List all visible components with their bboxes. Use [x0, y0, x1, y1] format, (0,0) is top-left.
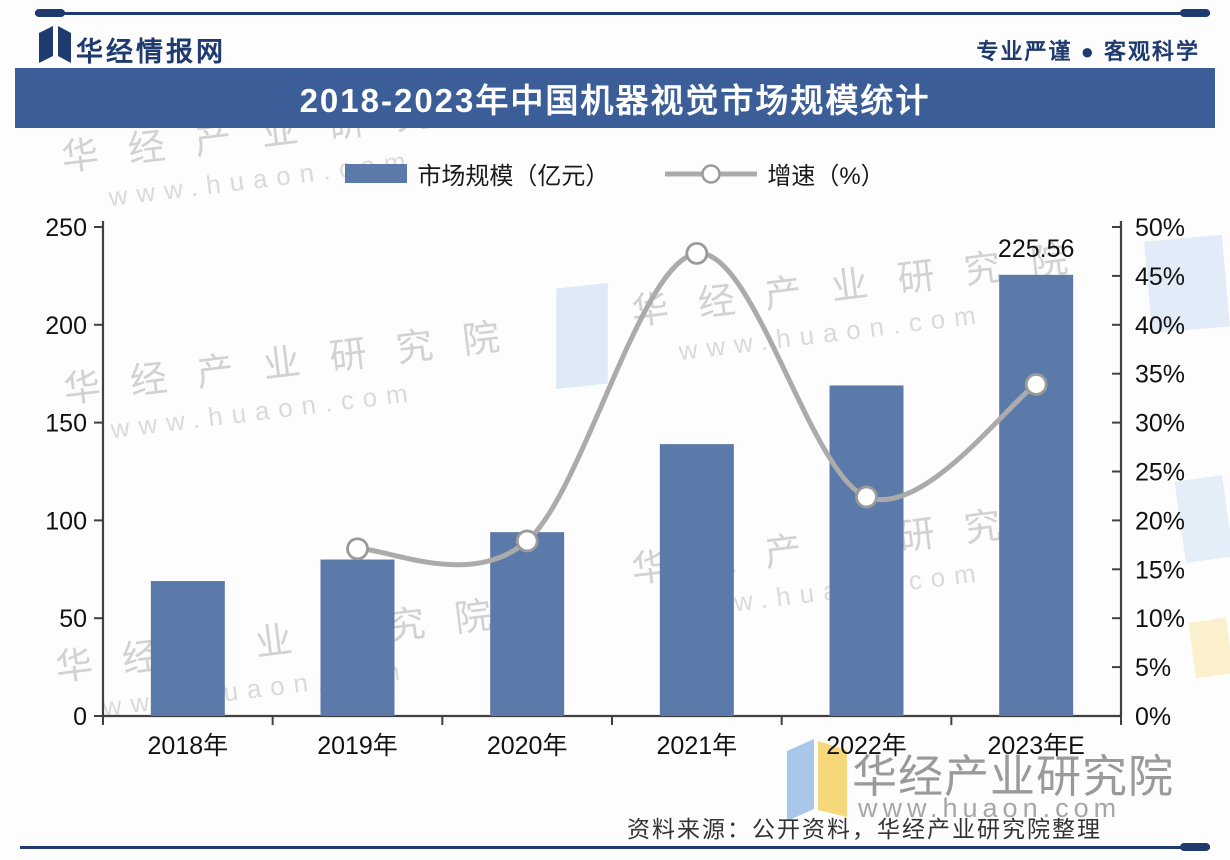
- bar-2021年: [659, 444, 734, 716]
- bar-2019年: [320, 559, 395, 716]
- bar-data-label: 225.56: [998, 235, 1074, 263]
- title-bar: 2018-2023年中国机器视觉市场规模统计: [15, 68, 1215, 128]
- x-category-label: 2018年: [148, 732, 229, 760]
- footer-logo-icon: [787, 739, 847, 821]
- x-category-label: 2023年E: [988, 732, 1085, 760]
- bar-2022年: [829, 385, 904, 716]
- chart-legend: 市场规模（亿元） 增速（%）: [0, 156, 1230, 191]
- bar-2018年: [150, 581, 225, 716]
- source-note: 资料来源：公开资料，华经产业研究院整理: [627, 816, 1102, 842]
- right-tick-label: 20%: [1135, 507, 1185, 535]
- right-tick-label: 15%: [1135, 556, 1185, 584]
- left-tick-label: 100: [45, 507, 87, 535]
- header-tagline: 专业严谨 ● 客观科学: [976, 39, 1200, 64]
- legend-item-market-size: 市场规模（亿元）: [345, 156, 609, 191]
- left-tick-label: 250: [45, 214, 87, 242]
- brand-name: 华经情报网: [76, 37, 226, 67]
- right-tick-label: 45%: [1135, 263, 1185, 291]
- right-tick-label: 30%: [1135, 410, 1185, 438]
- header: 华经情报网 专业严谨 ● 客观科学: [0, 22, 1230, 67]
- page-title: 2018-2023年中国机器视觉市场规模统计: [299, 82, 931, 119]
- top-rule: [35, 12, 1210, 15]
- bar-swatch: [345, 164, 408, 183]
- left-tick-label: 50: [59, 605, 87, 633]
- left-tick-label: 200: [45, 312, 87, 340]
- bar-2023年E: [999, 274, 1074, 716]
- x-category-label: 2022年: [826, 732, 907, 760]
- line-marker: [1024, 373, 1048, 396]
- left-tick-label: 0: [73, 703, 87, 731]
- footer-watermark-url: www.huaon.com: [858, 793, 1122, 823]
- right-tick-label: 5%: [1135, 654, 1171, 682]
- line-marker: [685, 242, 709, 265]
- bottom-rule-right-cap: [1180, 843, 1210, 851]
- legend-label: 市场规模（亿元）: [417, 163, 610, 190]
- right-tick-label: 50%: [1135, 214, 1185, 242]
- legend-label: 增速（%）: [767, 163, 885, 190]
- x-category-label: 2021年: [657, 732, 738, 760]
- left-tick-label: 150: [45, 410, 87, 438]
- bar-2020年: [490, 532, 565, 716]
- right-tick-label: 10%: [1135, 605, 1185, 633]
- right-tick-label: 0%: [1135, 703, 1171, 731]
- line-marker: [346, 537, 369, 561]
- right-tick-label: 25%: [1135, 459, 1185, 487]
- top-rule-left-cap: [35, 9, 65, 17]
- brand-logo-icon: [39, 26, 71, 63]
- right-tick-label: 40%: [1135, 312, 1185, 340]
- line-swatch: [665, 163, 758, 184]
- line-marker: [855, 485, 878, 509]
- right-tick-label: 35%: [1135, 361, 1185, 389]
- bottom-rule: [20, 846, 1210, 849]
- x-category-label: 2019年: [317, 732, 398, 760]
- line-marker: [515, 529, 539, 553]
- top-rule-right-cap: [1180, 9, 1210, 17]
- footer-watermark-text: 华经产业研究院: [852, 751, 1175, 802]
- legend-item-growth: 增速（%）: [665, 156, 885, 191]
- x-category-label: 2020年: [487, 732, 568, 760]
